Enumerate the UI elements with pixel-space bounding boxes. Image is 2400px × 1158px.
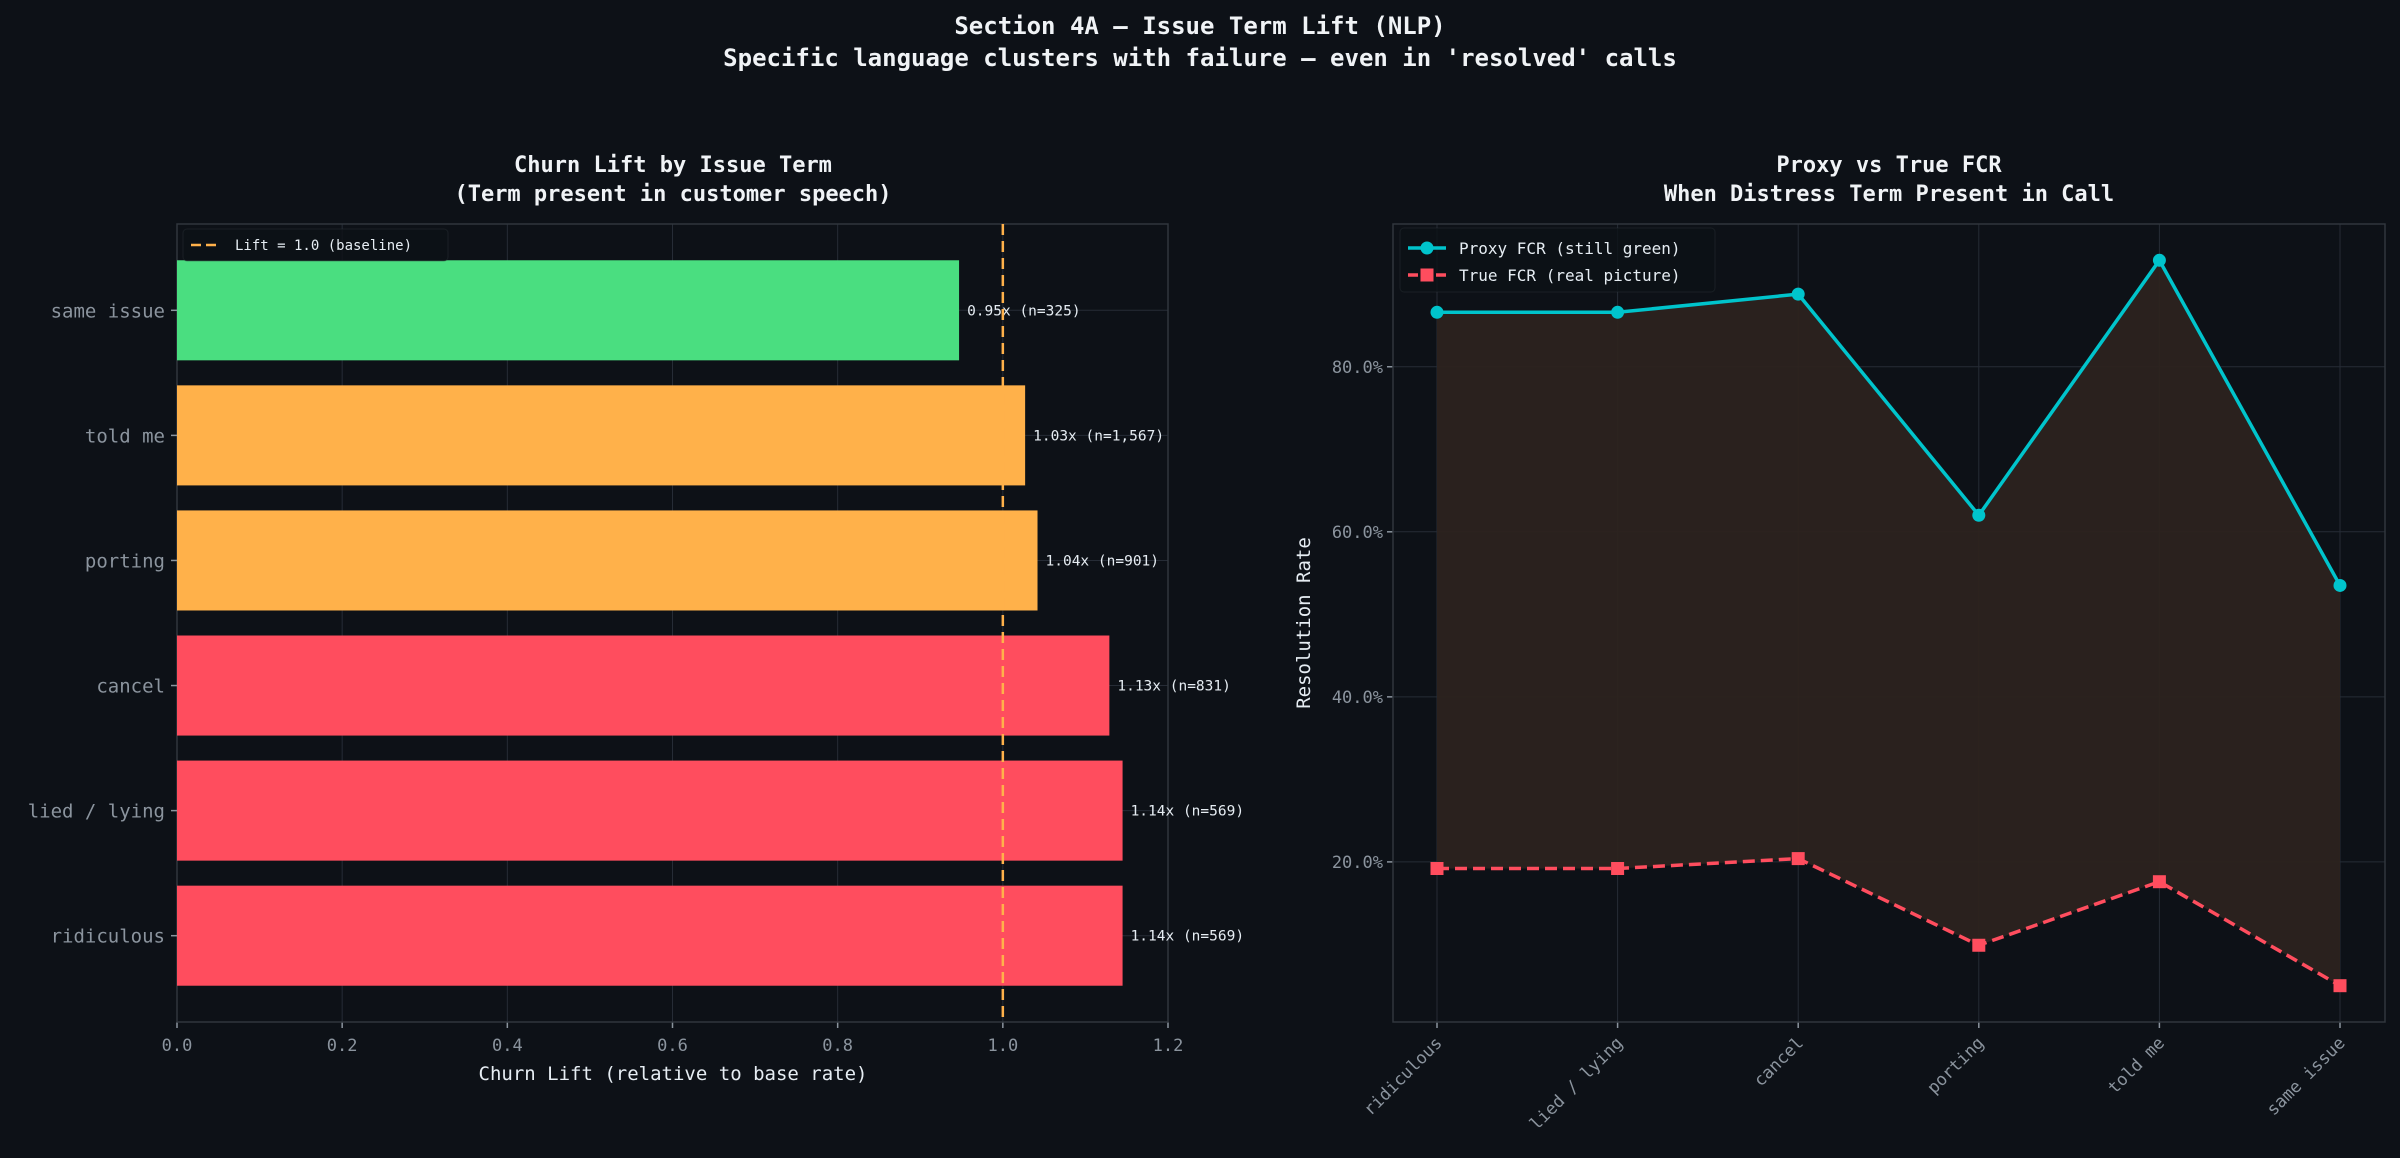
proxy-fcr-point xyxy=(1611,305,1625,319)
legend-label: Proxy FCR (still green) xyxy=(1459,239,1681,258)
y-tick-label: ridiculous xyxy=(51,926,165,948)
y-tick-label: 80.0% xyxy=(1332,358,1383,378)
x-tick-label: 0.4 xyxy=(492,1036,523,1056)
x-tick-label: 0.2 xyxy=(327,1036,358,1056)
bar-cancel xyxy=(177,635,1110,736)
bar-ridiculous xyxy=(177,885,1123,986)
right-chart-title: Proxy vs True FCR xyxy=(1776,153,2002,178)
x-tick-label: 0.6 xyxy=(657,1036,688,1056)
true-fcr-point xyxy=(2333,979,2347,993)
right-y-axis-label: Resolution Rate xyxy=(1293,537,1315,709)
y-tick-label: cancel xyxy=(96,676,165,698)
legend-square-marker-icon xyxy=(1420,268,1434,282)
y-tick-label: porting xyxy=(85,550,165,572)
bar-data-label: 1.04x (n=901) xyxy=(1046,553,1160,569)
left-x-axis-label: Churn Lift (relative to base rate) xyxy=(479,1063,868,1085)
true-fcr-point xyxy=(1791,852,1805,866)
legend-label: Lift = 1.0 (baseline) xyxy=(235,238,412,254)
bar-data-label: 0.95x (n=325) xyxy=(967,303,1081,319)
series-line-proxy-fcr xyxy=(1437,258,2342,587)
x-tick-label: 0.0 xyxy=(162,1036,193,1056)
true-fcr-point xyxy=(1611,862,1625,876)
y-tick-label: 20.0% xyxy=(1332,853,1383,873)
x-tick-label: 1.0 xyxy=(987,1036,1018,1056)
true-fcr-point xyxy=(1972,938,1986,952)
y-tick-label: 40.0% xyxy=(1332,688,1383,708)
left-chart-title: Churn Lift by Issue Term xyxy=(514,153,832,178)
bar-same-issue xyxy=(177,260,960,361)
figure-title: Section 4A — Issue Term Lift (NLP) xyxy=(954,12,1445,40)
proxy-fcr-point xyxy=(1430,305,1444,319)
proxy-fcr-point xyxy=(1791,287,1805,301)
x-tick-label: 0.8 xyxy=(822,1036,853,1056)
proxy-fcr-point xyxy=(2152,253,2166,267)
y-tick-label: told me xyxy=(85,425,165,447)
bar-data-label: 1.03x (n=1,567) xyxy=(1033,428,1164,444)
bar-told-me xyxy=(177,385,1026,486)
legend-label: True FCR (real picture) xyxy=(1459,266,1681,285)
bar-data-label: 1.13x (n=831) xyxy=(1117,679,1231,695)
bar-data-label: 1.14x (n=569) xyxy=(1131,929,1245,945)
legend-box xyxy=(1399,227,1716,293)
y-tick-label: lied / lying xyxy=(28,801,165,823)
right-chart-title-line2: When Distress Term Present in Call xyxy=(1664,182,2114,207)
proxy-fcr-point xyxy=(2333,578,2347,592)
y-tick-label: same issue xyxy=(51,300,165,322)
true-fcr-point xyxy=(1430,862,1444,876)
bar-lied-lying xyxy=(177,760,1123,861)
legend-box xyxy=(182,228,449,262)
figure-subtitle: Specific language clusters with failure … xyxy=(723,44,1677,72)
proxy-fcr-point xyxy=(1972,508,1986,522)
plot-frame xyxy=(1392,223,2386,1023)
gap-fill-area xyxy=(1437,260,2340,986)
churn-lift-chart: Churn Lift by Issue Term (Term present i… xyxy=(28,153,1244,1085)
series-line-true-fcr xyxy=(1437,856,2341,988)
bar-porting xyxy=(177,510,1038,611)
x-tick-label: 1.2 xyxy=(1153,1036,1184,1056)
bar-data-label: 1.14x (n=569) xyxy=(1131,804,1245,820)
plot-frame xyxy=(176,223,1169,1023)
y-tick-label: 60.0% xyxy=(1332,523,1383,543)
legend-circle-marker-icon xyxy=(1420,241,1434,255)
true-fcr-point xyxy=(2152,875,2166,889)
left-chart-title-line2: (Term present in customer speech) xyxy=(454,182,891,207)
